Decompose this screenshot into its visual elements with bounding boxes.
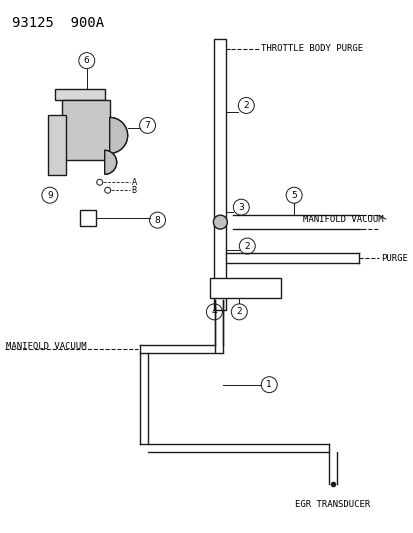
Text: 3: 3 bbox=[238, 203, 244, 212]
Bar bbox=[210, 278, 280, 298]
Text: PURGE: PURGE bbox=[380, 254, 407, 263]
Circle shape bbox=[213, 215, 227, 229]
Circle shape bbox=[97, 179, 102, 185]
Text: EGR TRANSDUCER: EGR TRANSDUCER bbox=[295, 500, 370, 509]
Text: 8: 8 bbox=[154, 216, 160, 224]
Wedge shape bbox=[104, 150, 116, 174]
Bar bbox=[80, 210, 95, 226]
Text: THROTTLE BODY PURGE: THROTTLE BODY PURGE bbox=[261, 44, 363, 53]
Text: MANIFOLD VACUUM: MANIFOLD VACUUM bbox=[6, 342, 86, 351]
Text: 5: 5 bbox=[291, 191, 296, 200]
Text: 93125  900A: 93125 900A bbox=[12, 16, 104, 30]
Bar bbox=[62, 101, 109, 160]
Bar bbox=[48, 116, 66, 175]
Text: 7: 7 bbox=[145, 121, 150, 130]
Text: MANIFOLD VACUUM: MANIFOLD VACUUM bbox=[303, 215, 383, 224]
Bar bbox=[55, 88, 104, 101]
Bar bbox=[214, 39, 226, 310]
Text: 2: 2 bbox=[244, 241, 249, 251]
Text: 1: 1 bbox=[266, 380, 271, 389]
Text: 2: 2 bbox=[243, 101, 249, 110]
Text: A: A bbox=[131, 177, 137, 187]
Circle shape bbox=[104, 187, 110, 193]
Text: 4: 4 bbox=[211, 308, 217, 317]
Text: 2: 2 bbox=[236, 308, 242, 317]
Text: 9: 9 bbox=[47, 191, 52, 200]
Text: 6: 6 bbox=[84, 56, 89, 65]
Wedge shape bbox=[109, 117, 127, 154]
Text: B: B bbox=[131, 185, 136, 195]
